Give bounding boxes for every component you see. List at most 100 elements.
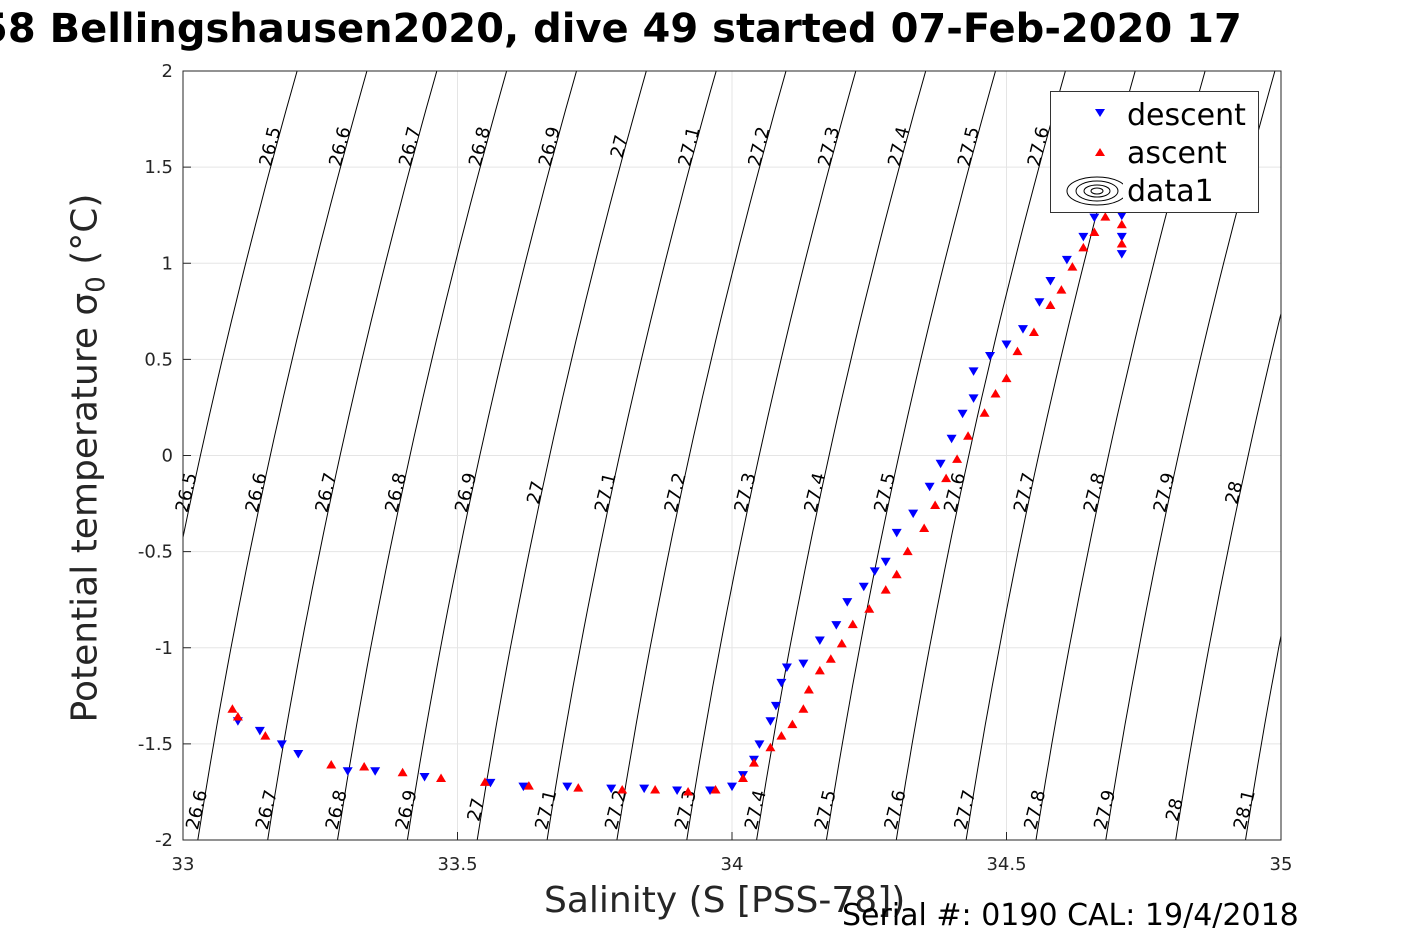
contour-label: 27.2 xyxy=(744,125,774,169)
contour-label: 26.9 xyxy=(392,788,422,832)
descent-point xyxy=(908,509,919,519)
density-contour xyxy=(267,71,438,840)
x-tick-label: 33.5 xyxy=(437,854,477,875)
contour-label: 27.4 xyxy=(884,125,914,169)
y-tick-label: 1 xyxy=(162,253,173,274)
contour-label: 27.5 xyxy=(954,125,984,169)
descent-point xyxy=(770,701,781,711)
ascent-point xyxy=(260,731,271,740)
density-contour xyxy=(756,71,927,840)
legend-item-contours: data1 xyxy=(1051,172,1260,210)
descent-point xyxy=(798,659,809,669)
ascent-point xyxy=(1078,242,1089,252)
descent-point xyxy=(765,717,776,726)
ascent-point xyxy=(1100,212,1111,221)
descent-series xyxy=(232,198,1127,796)
density-contour xyxy=(183,71,298,540)
descent-point xyxy=(1078,232,1089,242)
contour-label: 27.1 xyxy=(591,471,621,515)
descent-point xyxy=(781,663,792,672)
descent-point xyxy=(858,582,869,592)
triangle-up-icon xyxy=(1095,148,1105,156)
legend-label-contours: data1 xyxy=(1127,174,1214,209)
contour-label: 26.8 xyxy=(465,125,495,169)
ascent-point xyxy=(963,431,974,440)
y-tick-label: -0.5 xyxy=(138,542,173,563)
ascent-point xyxy=(1116,239,1127,248)
ascent-point xyxy=(952,454,963,463)
contour-label: 26.7 xyxy=(395,125,425,169)
descent-point xyxy=(957,409,968,419)
density-contour xyxy=(1175,311,1281,840)
contour-label: 28 xyxy=(1222,479,1248,506)
ascent-point xyxy=(650,785,661,794)
ascent-point xyxy=(1045,300,1056,310)
contour-label: 27.8 xyxy=(1080,471,1110,515)
footer-serial-cal: Serial #: 0190 CAL: 19/4/2018 xyxy=(842,898,1299,933)
x-tick-label: 34 xyxy=(721,854,744,875)
ascent-series xyxy=(227,200,1127,796)
descent-point xyxy=(1116,211,1127,221)
ascent-point xyxy=(979,408,990,417)
ascent-point xyxy=(326,760,337,769)
contour-label: 27.7 xyxy=(950,788,980,832)
contour-label: 27.7 xyxy=(1010,471,1040,515)
contour-label: 27.1 xyxy=(675,125,705,169)
density-contour xyxy=(337,71,508,840)
ascent-point xyxy=(479,777,490,786)
contour-label: 27.2 xyxy=(661,471,691,515)
ascent-point xyxy=(748,758,759,767)
y-tick-label: 1.5 xyxy=(144,157,173,178)
ascent-point xyxy=(1028,327,1039,336)
contour-label: 26.6 xyxy=(325,125,355,169)
contour-label: 26.8 xyxy=(322,788,352,832)
ascent-point xyxy=(573,783,584,792)
contour-label: 26.8 xyxy=(381,471,411,515)
x-tick-labels: 33 33.5 34 34.5 35 xyxy=(172,854,1293,875)
y-tick-label: 2 xyxy=(162,61,173,82)
triangle-down-icon xyxy=(1095,109,1105,117)
density-contour xyxy=(616,71,787,840)
descent-point xyxy=(985,352,996,361)
ascent-point xyxy=(930,500,941,509)
contour-label: 28.1 xyxy=(1230,788,1260,832)
y-tick-label: -2 xyxy=(155,830,173,851)
ascent-point xyxy=(232,711,243,721)
contour-label: 27.5 xyxy=(811,788,841,832)
ascent-point xyxy=(941,473,952,483)
contour-label: 27.2 xyxy=(601,788,631,832)
ascent-point xyxy=(1001,373,1012,383)
descent-point xyxy=(842,598,853,607)
ascent-point xyxy=(825,654,836,663)
ascent-point xyxy=(919,523,930,533)
contour-label: 26.9 xyxy=(535,125,565,169)
descent-point xyxy=(419,773,430,782)
contour-label: 27 xyxy=(464,796,490,823)
ascent-point xyxy=(1067,262,1078,271)
descent-point xyxy=(672,786,683,796)
descent-point xyxy=(342,767,353,776)
descent-point xyxy=(880,557,891,567)
density-contour xyxy=(406,71,577,840)
contour-icon xyxy=(1066,176,1123,206)
descent-point xyxy=(485,778,496,788)
density-contour xyxy=(895,71,1066,840)
descent-point xyxy=(831,621,842,630)
descent-point xyxy=(891,528,902,538)
ascent-point xyxy=(683,786,694,796)
y-axis-label: Potential temperature σ0 (°C) xyxy=(64,194,111,723)
contour-label: 26.6 xyxy=(182,788,212,832)
chart-title: 58 Bellingshausen2020, dive 49 started 0… xyxy=(0,6,1242,52)
ascent-point xyxy=(864,604,875,613)
descent-point xyxy=(370,767,381,776)
ascent-point xyxy=(776,731,787,740)
descent-point xyxy=(293,749,304,759)
y-axis-label-unit: (°C) xyxy=(64,193,106,277)
contour-label: 27.6 xyxy=(881,788,911,832)
ascent-point xyxy=(814,665,825,675)
contour-label: 27.9 xyxy=(1090,788,1120,832)
y-tick-label: 0.5 xyxy=(144,349,173,370)
legend-label-ascent: ascent xyxy=(1127,136,1227,171)
descent-point xyxy=(705,786,716,796)
ascent-point xyxy=(710,785,721,794)
